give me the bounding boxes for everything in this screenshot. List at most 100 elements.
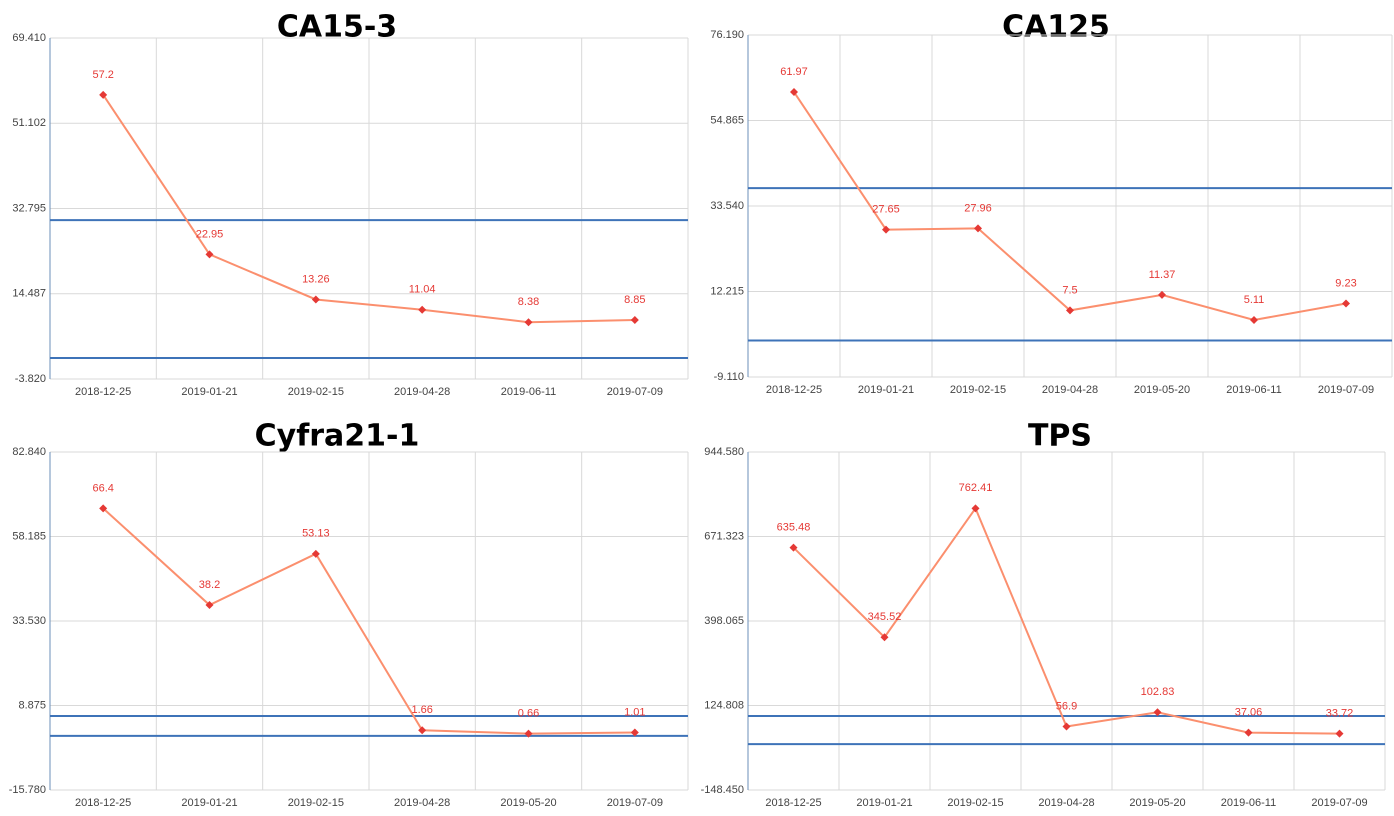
y-tick-label: 51.102 — [12, 117, 46, 129]
value-label: 38.2 — [199, 579, 220, 591]
marker — [630, 728, 639, 737]
value-label: 345.52 — [868, 611, 902, 623]
value-label: 56.9 — [1056, 700, 1077, 712]
marker — [524, 729, 533, 738]
x-tick-label: 2018-12-25 — [765, 797, 821, 809]
x-tick-label: 2019-06-11 — [501, 386, 556, 398]
value-label: 1.66 — [411, 704, 432, 716]
marker — [1066, 306, 1074, 315]
marker — [790, 88, 798, 97]
marker — [99, 90, 108, 99]
y-tick-label: -3.820 — [15, 373, 46, 385]
x-tick-label: 2019-02-15 — [288, 386, 344, 398]
y-tick-label: 33.530 — [12, 615, 46, 627]
x-tick-label: 2019-01-21 — [856, 797, 912, 809]
value-label: 635.48 — [777, 521, 811, 533]
x-tick-label: 2019-04-28 — [394, 386, 450, 398]
x-tick-label: 2018-12-25 — [75, 797, 131, 809]
x-tick-label: 2019-04-28 — [1042, 384, 1098, 396]
x-tick-label: 2019-07-09 — [607, 797, 663, 809]
marker — [789, 543, 798, 552]
value-label: 7.5 — [1062, 284, 1077, 296]
value-label: 53.13 — [302, 528, 330, 540]
value-label: 37.06 — [1235, 707, 1263, 719]
value-label: 8.38 — [518, 296, 539, 308]
marker — [630, 316, 639, 325]
x-tick-label: 2019-06-11 — [1226, 384, 1281, 396]
marker — [311, 295, 320, 304]
marker — [1244, 728, 1253, 737]
y-tick-label: 76.190 — [710, 29, 744, 41]
x-tick-label: 2019-05-20 — [1129, 797, 1185, 809]
marker — [1250, 315, 1258, 324]
x-tick-label: 2019-02-15 — [288, 797, 344, 809]
y-tick-label: 14.487 — [12, 288, 46, 300]
value-label: 27.96 — [964, 202, 992, 214]
value-label: 22.95 — [196, 228, 224, 240]
value-label: 9.23 — [1335, 277, 1356, 289]
y-tick-label: 671.323 — [704, 530, 744, 542]
value-label: 66.4 — [92, 482, 113, 494]
y-tick-label: 54.865 — [710, 114, 744, 126]
y-tick-label: 82.840 — [12, 446, 46, 458]
x-tick-label: 2019-02-15 — [950, 384, 1006, 396]
value-label: 11.37 — [1149, 269, 1176, 281]
y-tick-label: -15.780 — [9, 784, 46, 796]
marker — [205, 250, 214, 259]
value-label: 13.26 — [302, 273, 330, 285]
marker — [1342, 299, 1350, 308]
value-label: 5.11 — [1244, 294, 1265, 306]
data-line — [102, 507, 635, 735]
marker — [1335, 729, 1344, 738]
y-tick-label: 944.580 — [704, 446, 744, 458]
value-label: 57.2 — [92, 69, 113, 81]
value-label: 102.83 — [1141, 686, 1175, 698]
y-tick-label: -9.110 — [714, 371, 744, 383]
x-tick-label: 2019-01-21 — [181, 386, 237, 398]
x-tick-label: 2018-12-25 — [75, 386, 131, 398]
chart-title: TPS — [1028, 419, 1092, 454]
y-tick-label: 33.540 — [710, 200, 744, 212]
value-label: 27.65 — [872, 204, 900, 216]
y-tick-label: 124.808 — [704, 699, 744, 711]
x-tick-label: 2019-07-09 — [607, 386, 663, 398]
marker — [1062, 722, 1071, 731]
marker — [974, 224, 982, 233]
value-label: 8.85 — [624, 294, 645, 306]
marker — [311, 549, 320, 558]
value-label: 0.66 — [518, 708, 539, 720]
x-tick-label: 2019-06-11 — [1221, 797, 1276, 809]
chart-title: CA15-3 — [277, 10, 397, 45]
y-tick-label: 69.410 — [12, 32, 46, 44]
value-label: 762.41 — [959, 482, 993, 494]
value-label: 33.72 — [1326, 708, 1354, 720]
x-tick-label: 2019-05-20 — [1134, 384, 1190, 396]
marker — [1158, 290, 1166, 299]
marker — [418, 305, 427, 314]
marker — [524, 318, 533, 327]
x-tick-label: 2019-01-21 — [858, 384, 914, 396]
y-tick-label: 32.795 — [12, 202, 46, 214]
x-tick-label: 2019-02-15 — [947, 797, 1003, 809]
data-line — [102, 94, 635, 324]
chart-title: Cyfra21-1 — [255, 419, 420, 454]
value-label: 61.97 — [780, 66, 808, 78]
y-tick-label: 12.215 — [710, 285, 744, 297]
marker — [99, 504, 108, 513]
x-tick-label: 2019-05-20 — [500, 797, 556, 809]
marker — [882, 225, 890, 234]
value-label: 1.01 — [624, 706, 645, 718]
y-tick-label: -148.450 — [701, 784, 744, 796]
x-tick-label: 2018-12-25 — [766, 384, 822, 396]
x-tick-label: 2019-07-09 — [1318, 384, 1374, 396]
x-tick-label: 2019-07-09 — [1311, 797, 1367, 809]
x-tick-label: 2019-04-28 — [394, 797, 450, 809]
marker — [971, 504, 980, 513]
marker — [205, 600, 214, 609]
y-tick-label: 398.065 — [704, 615, 744, 627]
x-tick-label: 2019-04-28 — [1038, 797, 1094, 809]
value-label: 11.04 — [409, 284, 436, 296]
y-tick-label: 58.185 — [12, 530, 46, 542]
